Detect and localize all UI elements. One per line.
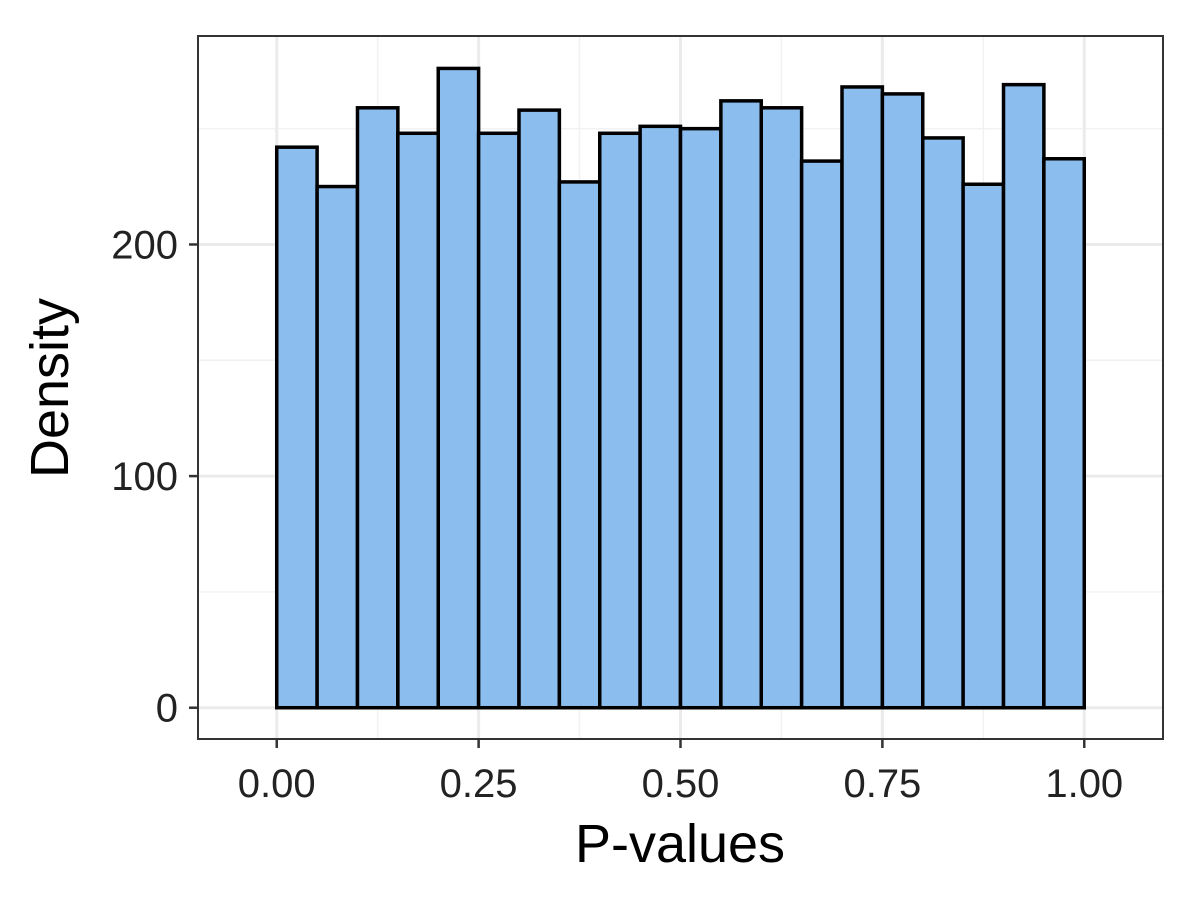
x-tick-label: 0.00 [238,762,316,806]
histogram-bar [759,106,804,710]
x-tick-label: 0.75 [843,762,921,806]
histogram-bar [315,184,360,710]
histogram-bar [921,136,965,710]
histogram-bar [719,99,764,710]
x-tick-label: 0.25 [440,762,518,806]
y-tick-label: 0 [156,687,178,731]
histogram-bar [678,126,723,710]
histogram-bar [476,131,521,710]
histogram-bar [597,131,642,710]
y-tick-label: 100 [111,455,178,499]
histogram-bar [355,106,400,710]
histogram-bar [557,180,602,710]
histogram-bar [1042,157,1087,710]
x-axis-tick-labels: 0.00 0.25 0.50 0.75 1.00 [238,762,1123,806]
y-axis-tick-labels: 0 100 200 [111,223,178,730]
histogram-bar [840,85,885,710]
histogram-bar [274,145,319,710]
x-axis-title: P-values [575,814,785,874]
x-tick-label: 0.50 [642,762,720,806]
histogram-bar [396,131,440,710]
y-tick-label: 200 [111,223,178,267]
histogram-bar [517,108,562,710]
histogram-bar [961,182,1006,710]
histogram-bar [436,66,481,710]
histogram-bar [638,124,683,710]
axis-ticks [189,243,1086,748]
y-axis-title: Density [20,298,80,478]
histogram-bar [799,159,844,710]
x-tick-label: 1.00 [1045,762,1123,806]
histogram-bar [880,92,925,710]
histogram-bars [274,66,1087,710]
histogram-bar [1001,82,1046,710]
